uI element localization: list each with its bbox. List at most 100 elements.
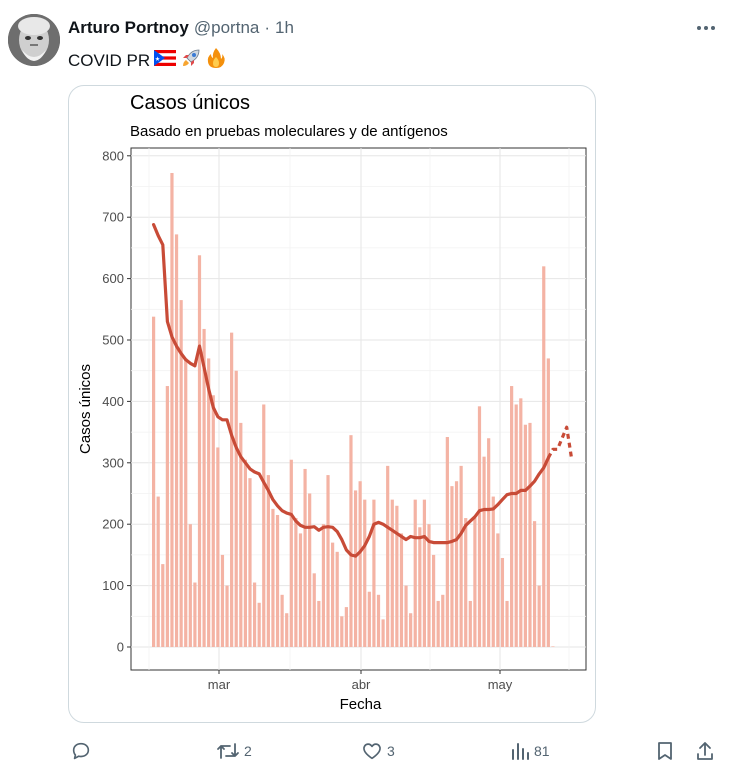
view-count: 81 [534, 743, 550, 759]
bar [207, 358, 211, 647]
more-icon [697, 26, 701, 30]
bar [514, 404, 518, 647]
bar [294, 518, 298, 647]
bar [184, 358, 188, 647]
tweet-header: Arturo Portnoy @portna · 1h [68, 18, 294, 38]
bar [188, 524, 192, 647]
bar [427, 524, 431, 647]
rocket-icon [180, 47, 202, 74]
puerto-rico-flag-icon [154, 50, 177, 71]
bar [220, 554, 225, 647]
bar [271, 508, 275, 647]
bar [331, 542, 335, 647]
bar [418, 527, 422, 647]
bar [358, 481, 362, 647]
bar [519, 398, 523, 647]
bar [386, 465, 390, 647]
bar [321, 524, 326, 647]
author-name[interactable]: Arturo Portnoy [68, 18, 189, 37]
reply-icon [70, 740, 92, 762]
bar [243, 459, 247, 647]
retweet-button[interactable]: 2 [216, 736, 252, 766]
bar [395, 505, 399, 647]
y-tick-label: 800 [102, 148, 124, 163]
bar [468, 600, 472, 647]
trend-line [151, 223, 550, 558]
bar [532, 521, 537, 647]
bar [431, 554, 436, 647]
bar [156, 496, 160, 647]
bar [542, 266, 546, 647]
share-button[interactable] [694, 736, 716, 766]
chart-card[interactable]: Casos únicos Basado en pruebas molecular… [68, 85, 596, 723]
bar [510, 386, 514, 647]
retweet-count: 2 [244, 743, 252, 759]
bar [487, 438, 491, 647]
bar [211, 395, 215, 647]
bar [546, 358, 550, 647]
y-tick-label: 300 [102, 455, 124, 470]
views-icon [510, 741, 530, 761]
trend-line-projection [546, 425, 573, 459]
separator-dot: · [264, 18, 271, 37]
bar [312, 573, 316, 647]
avatar[interactable] [8, 14, 60, 66]
bar [413, 499, 417, 647]
bar [266, 475, 270, 647]
bar [239, 422, 243, 647]
bookmark-button[interactable] [655, 736, 675, 766]
bar [381, 619, 385, 647]
bar [317, 600, 321, 647]
fire-icon [206, 47, 226, 74]
bar [422, 499, 427, 647]
y-axis-label: Casos únicos [77, 364, 94, 454]
bar [399, 533, 404, 647]
bar [285, 613, 289, 647]
chart: Casos únicos Basado en pruebas molecular… [77, 92, 587, 713]
tweet-text: COVID PR [68, 47, 226, 74]
bar [161, 564, 165, 647]
bar [174, 234, 179, 647]
y-tick-label: 400 [102, 394, 124, 409]
bar [367, 591, 371, 647]
bar [165, 386, 169, 647]
bar [464, 518, 468, 647]
bar [202, 328, 206, 647]
reply-button[interactable] [70, 736, 96, 766]
bar [335, 551, 339, 647]
bar [193, 582, 197, 647]
author-handle[interactable]: @portna [193, 18, 260, 37]
share-icon [694, 740, 716, 762]
bar [436, 600, 440, 647]
y-tick-label: 200 [102, 517, 124, 532]
bar [473, 518, 477, 647]
y-tick-label: 700 [102, 210, 124, 225]
y-axis: 0 100 200 300 400 500 600 700 800 [102, 148, 131, 655]
bar [477, 406, 482, 647]
trend-lines [151, 223, 573, 558]
bar [197, 255, 202, 647]
bar [340, 616, 344, 647]
chart-title: Casos únicos [130, 92, 250, 114]
bar [404, 585, 408, 647]
more-options-button[interactable] [692, 18, 720, 38]
bar [344, 607, 348, 647]
bar [551, 646, 555, 647]
timestamp[interactable]: 1h [275, 18, 294, 37]
bar [216, 447, 220, 647]
bar [308, 493, 312, 647]
y-tick-label: 500 [102, 333, 124, 348]
bar [459, 465, 463, 647]
action-bar: 2 3 81 [0, 736, 746, 766]
bar [275, 514, 280, 647]
bar [257, 602, 261, 647]
bar [179, 300, 183, 647]
bar [390, 499, 394, 647]
views-button[interactable]: 81 [510, 736, 550, 766]
bar [230, 332, 234, 647]
y-tick-label: 600 [102, 271, 124, 286]
bar [234, 370, 238, 647]
x-tick-label: abr [352, 677, 371, 692]
bar [482, 456, 486, 647]
like-button[interactable]: 3 [361, 736, 395, 766]
